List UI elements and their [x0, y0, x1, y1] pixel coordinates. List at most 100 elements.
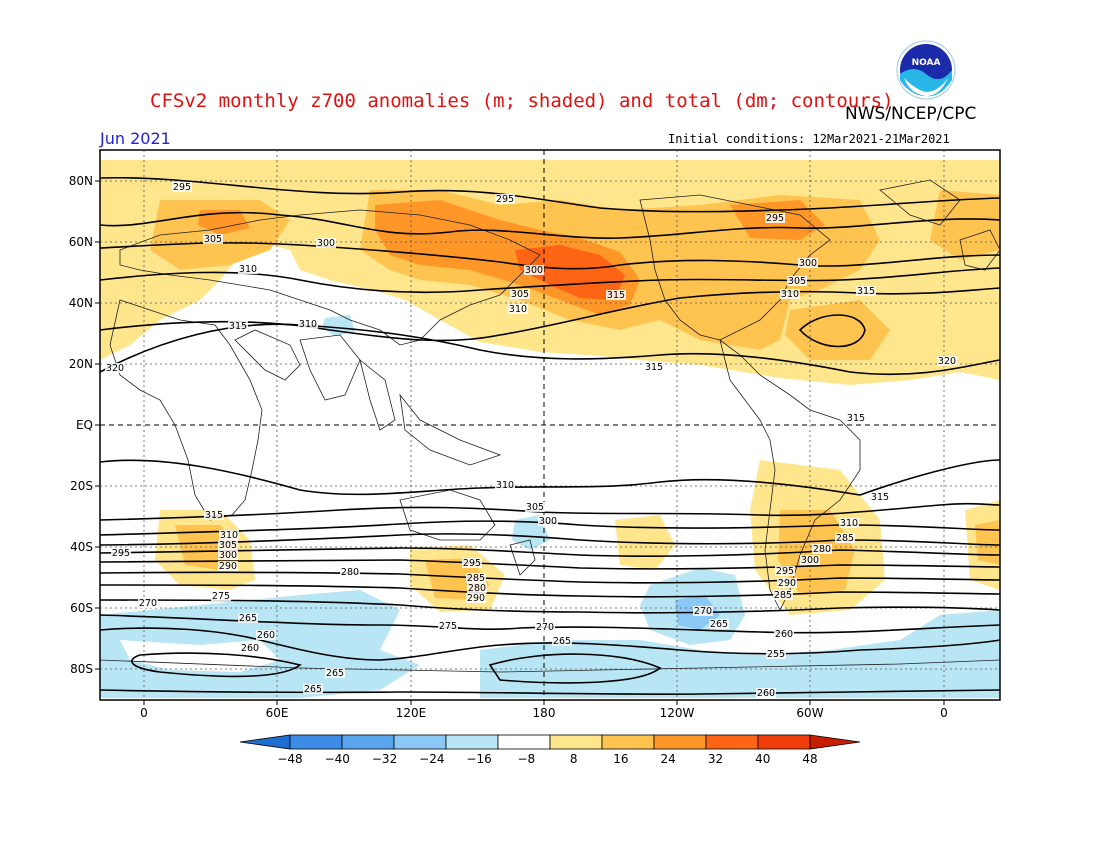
contour-label: 320 [938, 356, 956, 367]
latitude-label: 60N [69, 235, 93, 249]
contour-label: 295 [463, 558, 481, 569]
colorbar-swatch [549, 734, 603, 750]
positive-anomaly-region [930, 190, 1000, 260]
contour-label: 305 [526, 502, 544, 513]
contour-label-bg [238, 613, 258, 623]
contour-label-bg [538, 516, 558, 526]
contour-label: 310 [239, 264, 257, 275]
colorbar: −48 −40 −32 −24 −16 −8 8 16 24 32 40 48 [239, 734, 861, 766]
contour-label: 290 [467, 593, 485, 604]
contour-label: 275 [212, 591, 230, 602]
contour-label-bg [644, 362, 664, 372]
contour-label: 300 [539, 516, 557, 527]
contour-label: 275 [439, 621, 457, 632]
contour-label-bg [325, 668, 345, 678]
contour-label: 320 [106, 363, 124, 374]
contour-label-bg [340, 567, 360, 577]
contour-label-bg [787, 276, 807, 286]
forecast-month: Jun 2021 [100, 129, 171, 148]
colorbar-swatch [341, 734, 395, 750]
contour-label: 265 [553, 636, 571, 647]
contour-label-bg [552, 636, 572, 646]
contour-label-bg [218, 540, 238, 550]
contour-label: 315 [205, 510, 223, 521]
contour-label: 290 [778, 578, 796, 589]
contour-label: 280 [341, 567, 359, 578]
colorbar-tick-label: 16 [613, 752, 628, 766]
contour-label-bg [846, 413, 866, 423]
contour-label: 265 [710, 619, 728, 630]
contour-label-bg [709, 619, 729, 629]
contour-label-bg [835, 533, 855, 543]
contour-label-bg [105, 363, 125, 373]
contour-label: 265 [326, 668, 344, 679]
contour-label-bg [798, 258, 818, 268]
colorbar-tick-label: −16 [466, 752, 491, 766]
contour-label-bg [856, 286, 876, 296]
colorbar-swatch [393, 734, 447, 750]
latitude-label: 60S [70, 601, 93, 615]
contour-label-bg [495, 480, 515, 490]
contour-label-bg [693, 606, 713, 616]
contour-label: 270 [694, 606, 712, 617]
contour-label-bg [316, 238, 336, 248]
colorbar-tick-label: 24 [661, 752, 676, 766]
longitude-label: 60E [266, 706, 289, 720]
contour-label-bg [535, 622, 555, 632]
contour-label: 265 [239, 613, 257, 624]
colorbar-swatch [705, 734, 759, 750]
contour-label-bg [256, 630, 276, 640]
colorbar-tick-label: −8 [518, 752, 536, 766]
contour-label-bg [138, 598, 158, 608]
colorbar-swatch [445, 734, 499, 750]
latitude-label: 20N [69, 357, 93, 371]
contour-label: 285 [467, 573, 485, 584]
colorbar-tick-label: −40 [325, 752, 350, 766]
contour-label-bg [204, 510, 224, 520]
colorbar-tick-label: 32 [708, 752, 723, 766]
contour-label: 295 [766, 213, 784, 224]
colorbar-arrow-left [239, 734, 291, 750]
colorbar-swatch [289, 734, 343, 750]
contour-label: 315 [645, 362, 663, 373]
contour-label: 315 [847, 413, 865, 424]
contour-label: 260 [775, 629, 793, 640]
contour-label: 300 [525, 265, 543, 276]
contour-label-bg [467, 583, 487, 593]
contour-label-bg [765, 213, 785, 223]
contour-label-bg [937, 356, 957, 366]
latitude-label: EQ [76, 418, 93, 432]
agency-label: NWS/NCEP/CPC [845, 104, 977, 124]
colorbar-swatch [601, 734, 655, 750]
contour-label-bg [756, 688, 776, 698]
contour-label: 305 [204, 234, 222, 245]
contour-label-bg [438, 621, 458, 631]
contour-label-bg [510, 289, 530, 299]
contour-label-bg [766, 649, 786, 659]
colorbar-swatch [653, 734, 707, 750]
longitude-labels: 0 60E 120E 180 120W 60W 0 [140, 700, 948, 720]
contour-label-bg [466, 573, 486, 583]
longitude-label: 180 [533, 706, 556, 720]
contour-label-bg [172, 182, 192, 192]
contour-label-bg [111, 548, 131, 558]
contour-label: 280 [813, 544, 831, 555]
contour-label-bg [211, 591, 231, 601]
contour-label: 315 [607, 290, 625, 301]
longitude-label: 60W [796, 706, 823, 720]
contour-label: 260 [757, 688, 775, 699]
contour-label-bg [606, 290, 626, 300]
contour-label: 300 [799, 258, 817, 269]
contour-label-bg [218, 561, 238, 571]
contour-label: 310 [496, 480, 514, 491]
latitude-label: 80N [69, 174, 93, 188]
contour-label: 265 [304, 684, 322, 695]
contour-label: 315 [857, 286, 875, 297]
longitude-label: 0 [940, 706, 948, 720]
contour-label: 285 [836, 533, 854, 544]
contour-label: 310 [299, 319, 317, 330]
contour-label: 285 [774, 590, 792, 601]
contour-label-bg [240, 643, 260, 653]
contour-label: 270 [139, 598, 157, 609]
